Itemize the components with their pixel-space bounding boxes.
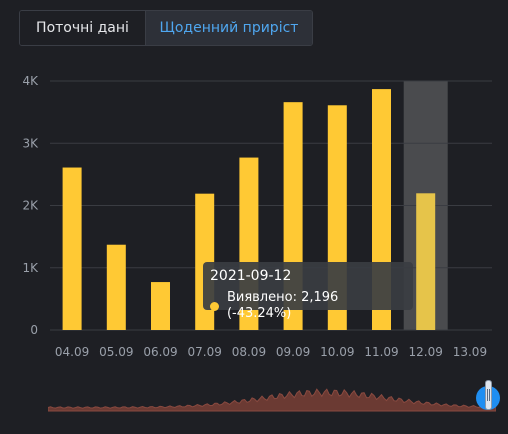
y-tick-label: 1K bbox=[22, 261, 39, 275]
tooltip-value: Виявлено: 2,196 (-43.24%) bbox=[226, 290, 339, 321]
series-dot-icon bbox=[210, 301, 219, 311]
x-tick-label: 07.09 bbox=[188, 345, 222, 359]
bar-06.09[interactable] bbox=[151, 282, 170, 330]
view-tabs: Поточні дані Щоденний приріст bbox=[19, 10, 313, 46]
chart-tooltip: 2021-09-12 Виявлено: 2,196 (-43.24%) bbox=[203, 262, 413, 321]
y-tick-label: 4K bbox=[22, 74, 39, 88]
x-tick-label: 13.09 bbox=[453, 345, 487, 359]
x-tick-label: 06.09 bbox=[143, 345, 177, 359]
slider-handle-icon[interactable] bbox=[485, 380, 492, 410]
tooltip-date: 2021-09-12 bbox=[210, 268, 292, 284]
x-tick-label: 11.09 bbox=[364, 345, 398, 359]
x-tick-label: 10.09 bbox=[320, 345, 354, 359]
y-tick-label: 2K bbox=[22, 199, 39, 213]
y-tick-label: 0 bbox=[30, 323, 38, 337]
bar-04.09[interactable] bbox=[62, 167, 82, 330]
x-tick-label: 04.09 bbox=[55, 345, 89, 359]
y-tick-label: 3K bbox=[22, 136, 39, 150]
bar-05.09[interactable] bbox=[106, 244, 126, 330]
tab-daily-growth[interactable]: Щоденний приріст bbox=[146, 11, 312, 45]
bar-12.09[interactable] bbox=[416, 193, 436, 330]
x-tick-label: 08.09 bbox=[232, 345, 266, 359]
x-tick-label: 05.09 bbox=[99, 345, 133, 359]
x-tick-label: 12.09 bbox=[409, 345, 443, 359]
slider-area-path bbox=[48, 388, 496, 412]
x-tick-label: 09.09 bbox=[276, 345, 310, 359]
tab-current-data[interactable]: Поточні дані bbox=[20, 11, 146, 45]
range-slider-preview[interactable] bbox=[48, 380, 496, 414]
